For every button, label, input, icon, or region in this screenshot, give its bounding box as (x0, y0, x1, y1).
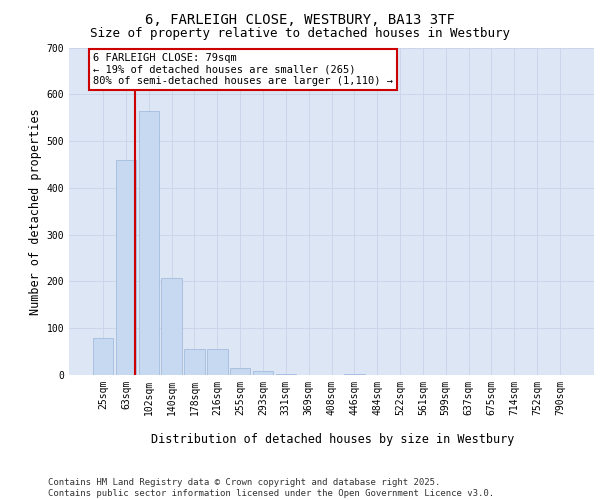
Bar (93, 338, 113, 375)
Bar (344, 374, 365, 375)
Bar (207, 350, 227, 375)
Bar (253, 372, 273, 375)
Text: Distribution of detached houses by size in Westbury: Distribution of detached houses by size … (151, 432, 515, 446)
Bar (161, 278, 182, 375)
Text: Contains HM Land Registry data © Crown copyright and database right 2025.
Contai: Contains HM Land Registry data © Crown c… (48, 478, 494, 498)
Bar (184, 350, 205, 375)
Text: 6, FARLEIGH CLOSE, WESTBURY, BA13 3TF: 6, FARLEIGH CLOSE, WESTBURY, BA13 3TF (145, 12, 455, 26)
Bar (275, 374, 296, 375)
Bar (230, 368, 250, 375)
Y-axis label: Number of detached properties: Number of detached properties (29, 108, 43, 314)
Bar (139, 110, 159, 375)
Text: Size of property relative to detached houses in Westbury: Size of property relative to detached ho… (90, 28, 510, 40)
Bar (116, 160, 136, 375)
Text: 6 FARLEIGH CLOSE: 79sqm
← 19% of detached houses are smaller (265)
80% of semi-d: 6 FARLEIGH CLOSE: 79sqm ← 19% of detache… (93, 53, 393, 86)
